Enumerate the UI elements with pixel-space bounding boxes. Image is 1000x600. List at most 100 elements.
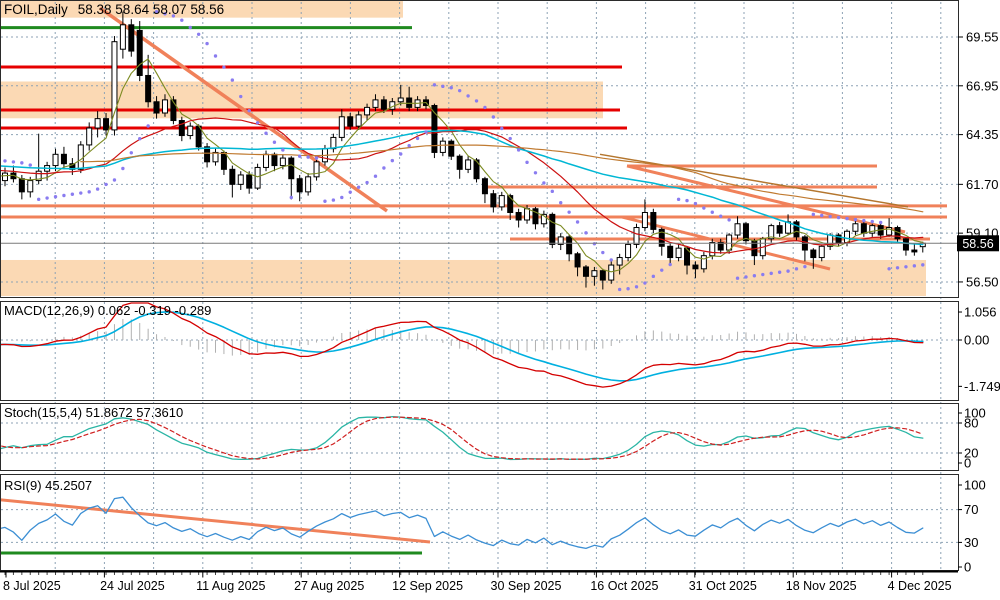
rsi-line bbox=[1, 496, 924, 550]
candle-bullish bbox=[86, 127, 93, 146]
indicator-axis-label: 70 bbox=[964, 502, 978, 517]
sar-dot bbox=[306, 155, 310, 159]
sar-dot bbox=[11, 160, 16, 164]
candle-bearish bbox=[153, 101, 160, 114]
rsi-axis[interactable]: 100 70 30 0 bbox=[958, 478, 986, 575]
sar-dot bbox=[676, 197, 681, 202]
macd-signal-line bbox=[1, 311, 924, 382]
panel-borders bbox=[0, 0, 959, 571]
time-axis[interactable]: 8 Jul 2025 24 Jul 2025 11 Aug 2025 27 Aug 2… bbox=[3, 572, 952, 594]
rsi-label: RSI(9) 45.2507 bbox=[4, 478, 92, 493]
supply-demand-zones bbox=[0, 1, 926, 296]
sar-dot bbox=[887, 267, 891, 271]
ma-long-brown bbox=[80, 144, 924, 213]
sar-dot bbox=[382, 166, 386, 170]
sar-dot bbox=[424, 130, 428, 134]
price-axis-label: 66.95 bbox=[966, 78, 999, 93]
sar-dot bbox=[584, 231, 588, 235]
sar-dot bbox=[685, 198, 689, 203]
candle-bullish bbox=[524, 208, 531, 221]
candle-bearish bbox=[296, 178, 303, 193]
sar-dot bbox=[407, 143, 411, 148]
candle-bearish bbox=[60, 153, 67, 165]
candle-bullish bbox=[364, 106, 371, 116]
candle-bearish bbox=[692, 264, 699, 270]
date-label: 27 Aug 2025 bbox=[294, 579, 364, 593]
sar-dot bbox=[3, 159, 7, 163]
symbol-ohlc: 58.38 58.64 58.07 58.56 bbox=[78, 2, 224, 17]
candle-bearish bbox=[204, 146, 211, 163]
sar-dot bbox=[36, 197, 41, 202]
rsi-trendline[interactable] bbox=[0, 498, 431, 544]
sar-dot bbox=[878, 220, 883, 225]
supply-demand-zone[interactable] bbox=[0, 1, 403, 18]
supply-demand-zone[interactable] bbox=[0, 81, 603, 119]
sar-dot bbox=[230, 78, 235, 82]
candle-bearish bbox=[810, 249, 817, 259]
candle-bullish bbox=[818, 245, 825, 259]
sar-dot bbox=[222, 65, 226, 69]
candle-bearish bbox=[490, 193, 497, 208]
price-axis-label: 56.50 bbox=[966, 274, 999, 289]
sar-dot bbox=[626, 287, 630, 291]
trendline[interactable] bbox=[626, 164, 906, 234]
candle-bearish bbox=[835, 234, 842, 244]
macd-panel-plot bbox=[1, 302, 924, 388]
sar-dot bbox=[533, 171, 538, 175]
sar-dot bbox=[441, 84, 445, 89]
sar-dot bbox=[272, 140, 277, 144]
candle-bullish bbox=[27, 180, 34, 193]
sar-dot bbox=[331, 198, 336, 202]
sar-dot bbox=[719, 214, 723, 218]
candle-bullish bbox=[94, 118, 101, 129]
candle-bearish bbox=[220, 151, 227, 170]
macd-label: MACD(12,26,9) 0.062 -0.319 -0.289 bbox=[4, 303, 211, 318]
sar-dot bbox=[912, 264, 917, 268]
date-label: 12 Sep 2025 bbox=[392, 579, 463, 593]
sar-dot bbox=[180, 18, 184, 22]
indicator-axis-label: 20 bbox=[964, 446, 978, 461]
candle-bearish bbox=[582, 266, 589, 277]
sar-dot bbox=[559, 200, 563, 205]
sar-dot bbox=[702, 206, 706, 210]
candle-bearish bbox=[431, 105, 438, 153]
sar-dot bbox=[264, 131, 268, 135]
sar-dot bbox=[870, 219, 874, 224]
price-axis-label: 64.35 bbox=[966, 127, 999, 142]
sar-dot bbox=[196, 32, 201, 37]
candle-bullish bbox=[212, 151, 219, 163]
macd-axis[interactable]: 1.056 0.00 -1.749 bbox=[958, 305, 1000, 394]
candle-bullish bbox=[616, 257, 623, 266]
candle-bullish bbox=[35, 170, 42, 182]
price-axis-label: 61.70 bbox=[966, 177, 999, 192]
symbol-title: FOIL,Daily 58.38 58.64 58.07 58.56 bbox=[4, 2, 224, 17]
sar-dot bbox=[340, 195, 344, 200]
sar-dot bbox=[617, 287, 622, 292]
sar-dot bbox=[146, 124, 150, 128]
candle-bearish bbox=[246, 174, 253, 189]
candle-bearish bbox=[566, 236, 573, 255]
candle-bearish bbox=[18, 178, 25, 193]
candle-bullish bbox=[355, 114, 362, 127]
macd-main-line bbox=[1, 302, 924, 388]
candle-bearish bbox=[448, 140, 455, 157]
candle-bearish bbox=[684, 247, 691, 266]
sar-dot bbox=[298, 154, 302, 158]
chart-objects bbox=[1, 6, 947, 271]
date-label: 30 Sep 2025 bbox=[491, 579, 562, 593]
candle-bearish bbox=[271, 153, 278, 167]
stoch-panel-border bbox=[0, 403, 959, 471]
trendline[interactable] bbox=[599, 153, 909, 208]
date-label: 8 Jul 2025 bbox=[3, 579, 61, 593]
candle-bullish bbox=[77, 144, 84, 170]
sar-dot bbox=[239, 94, 243, 99]
trendline[interactable] bbox=[98, 6, 389, 213]
sar-dot bbox=[744, 275, 748, 279]
supply-demand-zone[interactable] bbox=[0, 259, 926, 296]
sar-dot bbox=[129, 151, 133, 155]
sar-dot bbox=[457, 88, 462, 93]
candle-bullish bbox=[111, 41, 118, 131]
